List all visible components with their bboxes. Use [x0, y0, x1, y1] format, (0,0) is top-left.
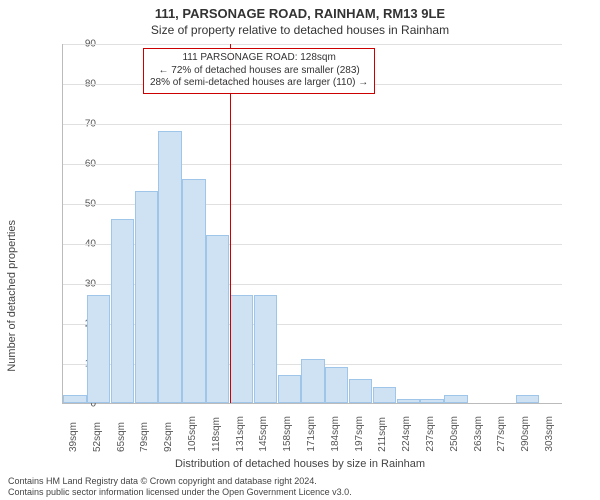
- x-axis-title: Distribution of detached houses by size …: [0, 458, 600, 470]
- footer-line-1: Contains HM Land Registry data © Crown c…: [8, 476, 592, 487]
- histogram-bar: [230, 295, 253, 403]
- x-tick-label: 158sqm: [282, 416, 293, 452]
- histogram-bar: [301, 359, 324, 403]
- histogram-bar: [373, 387, 396, 403]
- histogram-bar: [87, 295, 110, 403]
- histogram-bar: [254, 295, 277, 403]
- histogram-bar: [278, 375, 301, 403]
- histogram-bar: [135, 191, 158, 403]
- x-tick-label: 65sqm: [116, 422, 127, 452]
- reference-line: [230, 44, 231, 403]
- chart-container: 111, PARSONAGE ROAD, RAINHAM, RM13 9LE S…: [0, 0, 600, 500]
- chart-footer: Contains HM Land Registry data © Crown c…: [8, 476, 592, 498]
- histogram-bar: [63, 395, 86, 403]
- x-tick-label: 92sqm: [163, 422, 174, 452]
- x-tick-label: 224sqm: [401, 416, 412, 452]
- x-tick-label: 184sqm: [330, 416, 341, 452]
- grid-line: [63, 44, 562, 45]
- x-tick-label: 237sqm: [425, 416, 436, 452]
- x-tick-label: 171sqm: [306, 416, 317, 452]
- x-tick-label: 131sqm: [235, 416, 246, 452]
- x-tick-label: 39sqm: [68, 422, 79, 452]
- histogram-bar: [325, 367, 348, 403]
- annotation-line: 111 PARSONAGE ROAD: 128sqm: [150, 52, 368, 65]
- x-tick-label: 118sqm: [211, 417, 222, 452]
- histogram-bar: [444, 395, 467, 403]
- histogram-bar: [516, 395, 539, 403]
- x-tick-label: 303sqm: [544, 416, 555, 452]
- annotation-line: ← 72% of detached houses are smaller (28…: [150, 65, 368, 78]
- histogram-bar: [111, 219, 134, 403]
- chart-title: 111, PARSONAGE ROAD, RAINHAM, RM13 9LE: [0, 0, 600, 21]
- x-tick-label: 211sqm: [377, 417, 388, 452]
- annotation-box: 111 PARSONAGE ROAD: 128sqm← 72% of detac…: [143, 48, 375, 94]
- histogram-bar: [158, 131, 181, 403]
- x-tick-label: 79sqm: [139, 422, 150, 452]
- x-tick-label: 52sqm: [92, 422, 103, 452]
- x-tick-label: 277sqm: [496, 416, 507, 452]
- plot-area: 111 PARSONAGE ROAD: 128sqm← 72% of detac…: [62, 44, 562, 404]
- histogram-bar: [182, 179, 205, 403]
- x-tick-label: 105sqm: [187, 416, 198, 452]
- histogram-bar: [397, 399, 420, 403]
- x-tick-label: 197sqm: [354, 416, 365, 452]
- x-tick-label: 145sqm: [258, 416, 269, 452]
- chart-subtitle: Size of property relative to detached ho…: [0, 21, 600, 37]
- grid-line: [63, 124, 562, 125]
- histogram-bar: [349, 379, 372, 403]
- x-tick-label: 290sqm: [520, 416, 531, 452]
- y-axis-title: Number of detached properties: [6, 220, 18, 372]
- footer-line-2: Contains public sector information licen…: [8, 487, 592, 498]
- x-tick-label: 250sqm: [449, 416, 460, 452]
- grid-line: [63, 164, 562, 165]
- histogram-bar: [420, 399, 443, 403]
- histogram-bar: [206, 235, 229, 403]
- annotation-line: 28% of semi-detached houses are larger (…: [150, 77, 368, 90]
- x-tick-label: 263sqm: [473, 416, 484, 452]
